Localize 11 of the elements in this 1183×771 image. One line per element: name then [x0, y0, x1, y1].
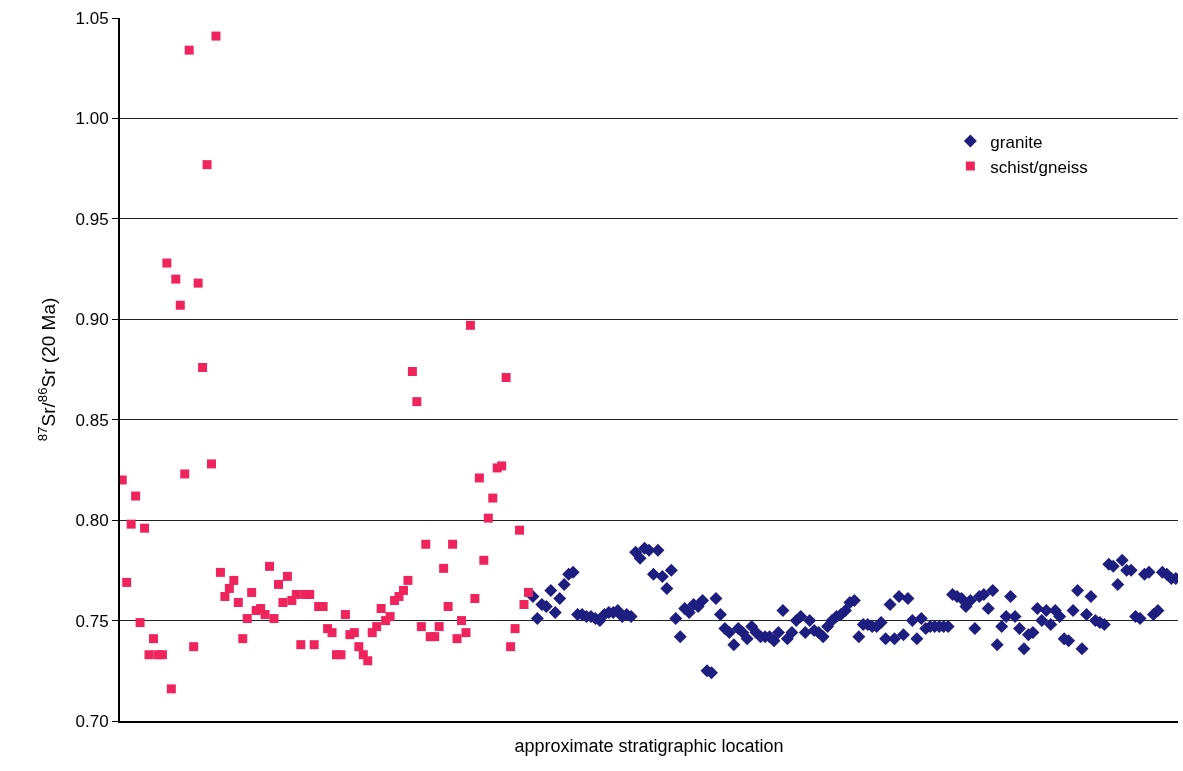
- x-axis-title: approximate stratigraphic location: [514, 736, 784, 756]
- legend-label: granite: [990, 132, 1043, 152]
- y-tick-label: 0.80: [75, 511, 109, 531]
- y-tick-label: 0.70: [75, 711, 109, 731]
- legend-label: schist/gneiss: [990, 157, 1088, 177]
- y-tick-label: 1.00: [75, 109, 109, 129]
- y-tick-label: 0.75: [75, 611, 109, 631]
- y-tick-label: 1.05: [75, 8, 109, 28]
- y-tick-label: 0.85: [75, 410, 109, 430]
- y-tick-label: 0.95: [75, 209, 109, 229]
- y-tick-label: 0.90: [75, 310, 109, 330]
